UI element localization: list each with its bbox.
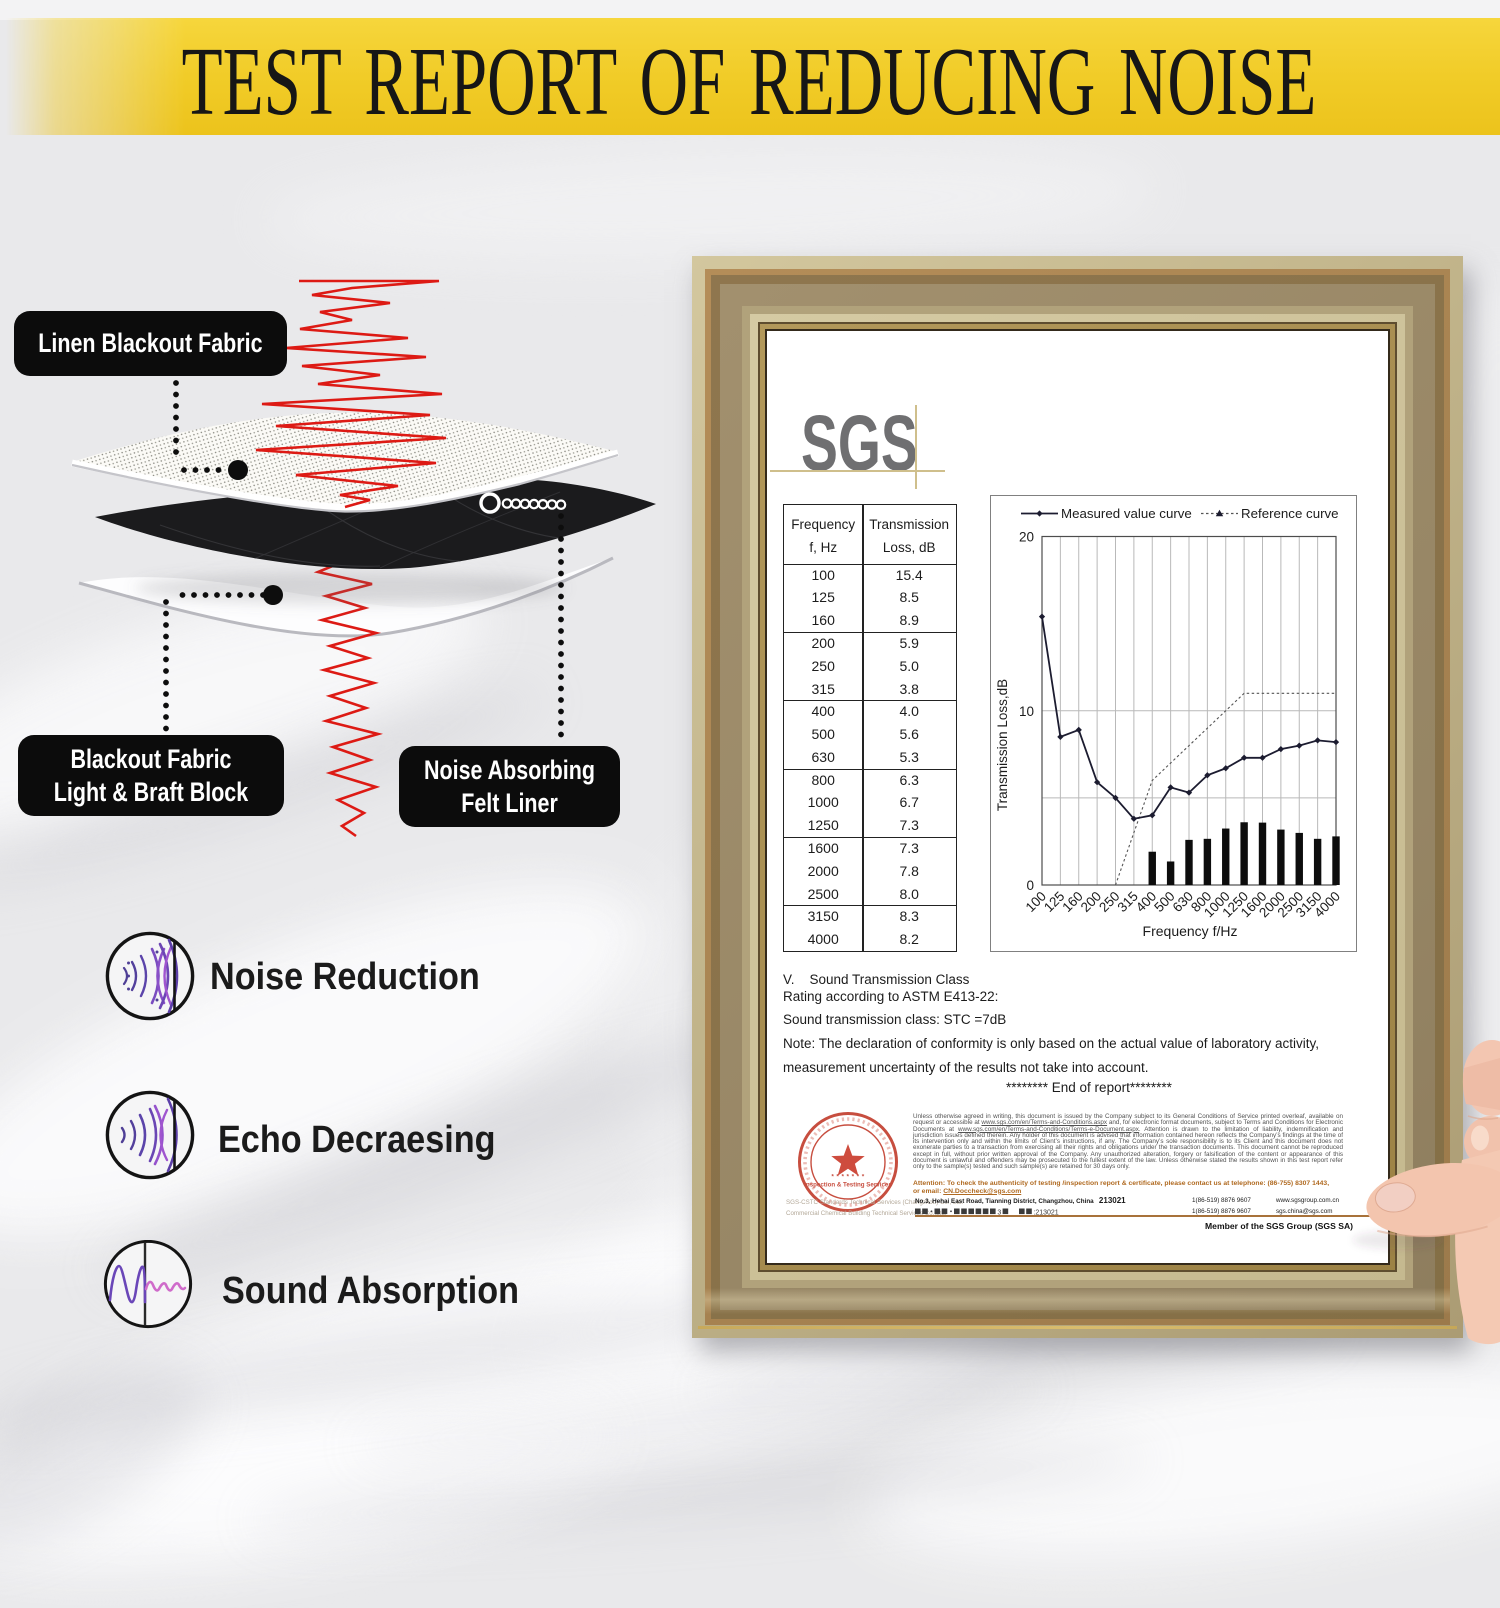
svg-text::213021: :213021 xyxy=(1033,1209,1058,1216)
svg-text:0: 0 xyxy=(1026,878,1034,893)
svg-text:Frequency f/Hz: Frequency f/Hz xyxy=(1143,923,1238,939)
svg-text:20: 20 xyxy=(1019,530,1034,545)
svg-text:* * * * * * *: * * * * * * * xyxy=(831,1174,864,1181)
svg-text:Measured value curve: Measured value curve xyxy=(1061,506,1192,521)
svg-text:Transmission Loss,dB: Transmission Loss,dB xyxy=(995,679,1010,811)
svg-text:Inspection & Testing Services: Inspection & Testing Services xyxy=(804,1182,892,1189)
svg-text:3: 3 xyxy=(997,1209,1001,1216)
svg-text:Reference curve: Reference curve xyxy=(1241,506,1339,521)
svg-text:10: 10 xyxy=(1019,704,1034,719)
